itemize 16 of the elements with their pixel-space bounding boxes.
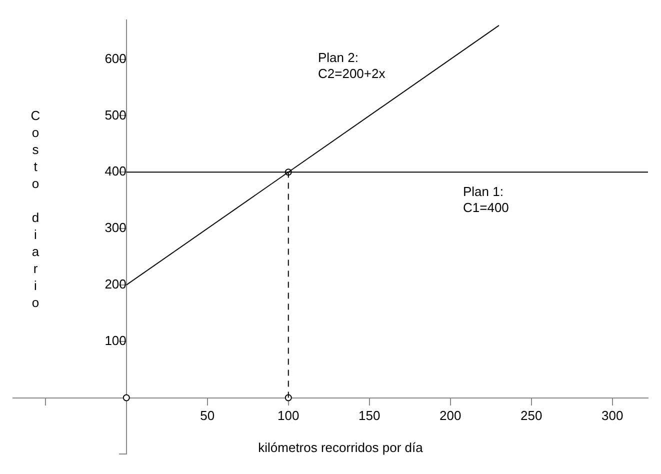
x-tick-label: 50 bbox=[200, 408, 215, 424]
x-tick-label: 150 bbox=[358, 408, 380, 424]
annotation: Plan 2: C2=200+2x bbox=[318, 50, 386, 82]
x-axis-title: kilómetros recorridos por día bbox=[257, 440, 424, 455]
y-axis-title: Costo diario bbox=[28, 108, 43, 312]
y-tick-label: 100 bbox=[104, 332, 126, 348]
y-tick-label: 200 bbox=[104, 276, 126, 292]
x-tick-label: 200 bbox=[440, 408, 462, 424]
y-tick-label: 300 bbox=[104, 220, 126, 236]
annotation: Plan 1: C1=400 bbox=[463, 184, 509, 216]
y-tick-label: 400 bbox=[104, 164, 126, 179]
x-tick-label: 250 bbox=[520, 408, 542, 424]
x-tick-label: 100 bbox=[278, 408, 300, 424]
y-tick-label: 600 bbox=[104, 50, 126, 66]
x-tick-label: 300 bbox=[602, 408, 624, 424]
y-tick-label: 500 bbox=[104, 107, 126, 122]
